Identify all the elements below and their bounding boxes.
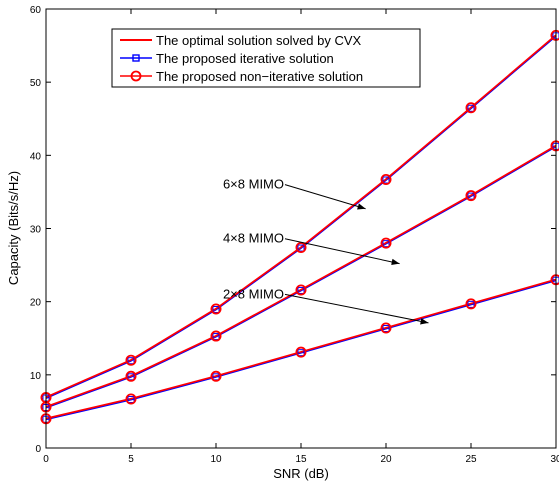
iterative-point [212,333,220,341]
y-axis-label: Capacity (Bits/s/Hz) [6,171,21,285]
y-tick-label: 50 [30,78,42,89]
legend-label: The optimal solution solved by CVX [156,33,362,48]
noniterative-point [125,393,137,405]
iterative-point [127,395,135,403]
noniterative-point [380,237,392,249]
annotation-label: 6×8 MIMO [223,177,284,192]
x-tick-label: 30 [550,454,559,465]
legend-label: The proposed iterative solution [156,51,334,66]
axis-ticks: 0 5 10 15 20 25 30 0 10 20 30 40 50 60 [30,5,559,465]
iterative-point [297,286,305,294]
annotation-arrow [284,238,400,266]
noniterative-point [210,370,222,382]
iterative-line-0 [45,35,557,399]
x-tick-label: 10 [210,454,222,465]
y-tick-label: 30 [30,225,42,236]
iterative-point [467,192,475,200]
y-tick-label: 40 [30,151,42,162]
legend: The optimal solution solved by CVX The pr… [111,28,421,88]
noniterative-point [125,354,137,366]
iterative-line-2 [45,280,557,421]
iterative-point [467,104,475,112]
x-tick-label: 20 [380,454,392,465]
x-tick-label: 0 [43,454,49,465]
noniterative-point [380,173,392,185]
iterative-point [382,240,390,248]
x-tick-label: 25 [465,454,477,465]
noniterative-point [210,303,222,315]
noniterative-point [465,102,477,114]
x-tick-label: 15 [295,454,307,465]
noniterative-line-0 [45,34,557,399]
x-tick-label: 5 [128,454,134,465]
iterative-point [127,373,135,381]
noniterative-point [295,284,307,296]
iterative-point [212,305,220,313]
noniterative-point [295,242,307,254]
y-tick-label: 20 [30,298,42,309]
y-tick-label: 60 [30,5,42,16]
legend-label: The proposed non−iterative solution [156,69,363,84]
annotation-arrow [284,293,429,325]
iterative-point [382,176,390,184]
iterative-point [382,325,390,333]
legend-box [111,28,421,88]
iterative-point [297,244,305,252]
annotation-arrow [284,184,366,210]
annotations: 6×8 MIMO 4×8 MIMO 2×8 MIMO [223,177,429,325]
iterative-line-1 [45,146,557,409]
iterative-point [212,373,220,381]
y-tick-label: 0 [35,444,41,455]
noniterative-point [465,190,477,202]
noniterative-point [125,370,137,382]
annotation-label: 2×8 MIMO [223,286,284,301]
legend-marker-square [132,54,140,62]
noniterative-point [465,298,477,310]
noniterative-point [210,330,222,342]
noniterative-line-1 [45,145,557,408]
iterative-point [297,349,305,357]
iterative-point [127,357,135,365]
annotation-label: 4×8 MIMO [223,231,284,246]
y-tick-label: 10 [30,371,42,382]
legend-marker-circle [130,70,142,82]
noniterative-point [295,346,307,358]
x-axis-label: SNR (dB) [273,466,329,481]
noniterative-point [380,322,392,334]
noniterative-line-2 [45,279,557,420]
iterative-point [467,300,475,308]
